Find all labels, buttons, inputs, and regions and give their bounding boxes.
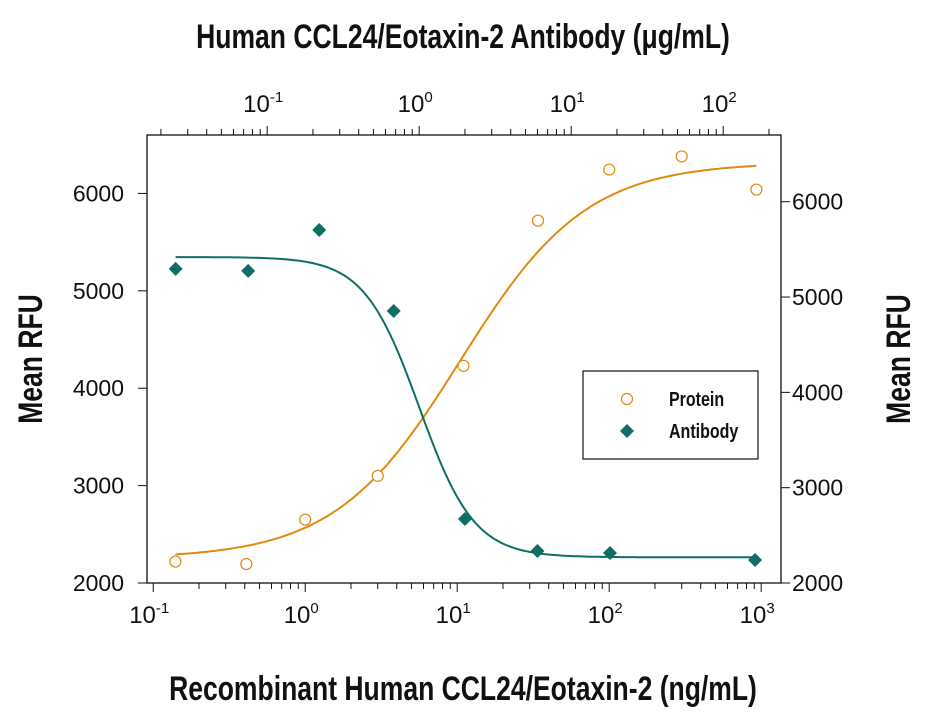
x-axis-tick-label: 100 bbox=[284, 600, 319, 629]
antibody-data-point bbox=[386, 303, 401, 318]
protein-data-point bbox=[240, 557, 253, 571]
protein-data-point bbox=[675, 150, 688, 163]
y-axis-tick-label: 2000 bbox=[73, 570, 124, 596]
x2-axis-tick-base: 10 bbox=[550, 91, 577, 118]
legend-protein-marker bbox=[620, 392, 634, 406]
legend-antibody-marker bbox=[620, 424, 634, 438]
legend-label-antibody: Antibody bbox=[669, 420, 738, 442]
x2-axis-tick-base: 10 bbox=[702, 91, 729, 118]
x-axis-tick-base: 10 bbox=[284, 602, 311, 629]
x-axis-tick-exponent: -1 bbox=[156, 600, 169, 617]
y-axis-tick-label: 3000 bbox=[73, 473, 124, 499]
antibody-data-point bbox=[530, 543, 545, 558]
y-axis-tick-label: 6000 bbox=[73, 180, 124, 206]
x2-axis-tick-exponent: 2 bbox=[728, 89, 736, 106]
x2-axis-tick-label: 101 bbox=[550, 89, 585, 118]
antibody-data-point bbox=[168, 261, 183, 276]
x2-axis-tick-label: 10-1 bbox=[243, 89, 283, 118]
legend-box bbox=[582, 370, 759, 460]
x2-axis-tick-exponent: 1 bbox=[576, 89, 584, 106]
x-axis-tick-exponent: 1 bbox=[462, 600, 470, 617]
y2-axis-label: Mean RFU bbox=[880, 294, 918, 424]
y2-axis-tick-label: 3000 bbox=[792, 475, 843, 501]
protein-data-point bbox=[299, 513, 312, 526]
protein-data-point bbox=[371, 469, 384, 482]
y2-axis-tick-label: 2000 bbox=[792, 570, 843, 596]
y-axis-label: Mean RFU bbox=[12, 294, 50, 424]
y2-axis-tick-label: 6000 bbox=[792, 189, 843, 215]
x-axis-tick-label: 102 bbox=[588, 600, 623, 629]
protein-data-point bbox=[750, 183, 763, 196]
y2-axis-tick-label: 5000 bbox=[792, 284, 843, 310]
x-axis-tick-exponent: 3 bbox=[766, 600, 774, 617]
x-axis-tick-label: 10-1 bbox=[129, 600, 169, 629]
plot-frame bbox=[146, 134, 782, 584]
x-axis-label: Recombinant Human CCL24/Eotaxin-2 (ng/mL… bbox=[169, 670, 757, 708]
antibody-data-point bbox=[602, 545, 617, 560]
x2-axis-tick-exponent: -1 bbox=[270, 89, 283, 106]
antibody-data-point bbox=[457, 511, 472, 526]
x-axis-tick-exponent: 0 bbox=[310, 600, 318, 617]
x-axis-tick-base: 10 bbox=[129, 602, 156, 629]
legend-label-protein: Protein bbox=[669, 388, 724, 410]
x2-axis-tick-base: 10 bbox=[243, 91, 270, 118]
protein-fit-curve bbox=[175, 164, 757, 556]
protein-data-point bbox=[169, 555, 182, 568]
y-axis-tick-label: 5000 bbox=[73, 278, 124, 304]
antibody-data-point bbox=[241, 263, 256, 278]
protein-data-point bbox=[531, 214, 545, 227]
x2-axis-tick-label: 102 bbox=[702, 89, 737, 118]
antibody-data-point bbox=[312, 222, 327, 237]
x2-axis-tick-base: 10 bbox=[398, 91, 425, 118]
y2-axis-tick-label: 4000 bbox=[792, 379, 843, 405]
antibody-fit-curve bbox=[175, 256, 756, 559]
chart-title: Human CCL24/Eotaxin-2 Antibody (μg/mL) bbox=[196, 18, 730, 56]
x2-axis-tick-exponent: 0 bbox=[424, 89, 432, 106]
y-axis-tick-label: 4000 bbox=[73, 375, 124, 401]
x-axis-tick-base: 10 bbox=[588, 602, 615, 629]
legend: Protein Antibody bbox=[582, 370, 759, 460]
x-axis-tick-base: 10 bbox=[740, 602, 767, 629]
antibody-data-point bbox=[748, 553, 763, 568]
protein-data-point bbox=[603, 163, 616, 176]
x-axis-tick-label: 101 bbox=[436, 600, 471, 629]
x-axis-tick-base: 10 bbox=[436, 602, 463, 629]
x-axis-tick-exponent: 2 bbox=[614, 600, 622, 617]
protein-data-point bbox=[457, 359, 470, 372]
x-axis-tick-label: 103 bbox=[740, 600, 775, 629]
x2-axis-tick-label: 100 bbox=[398, 89, 433, 118]
